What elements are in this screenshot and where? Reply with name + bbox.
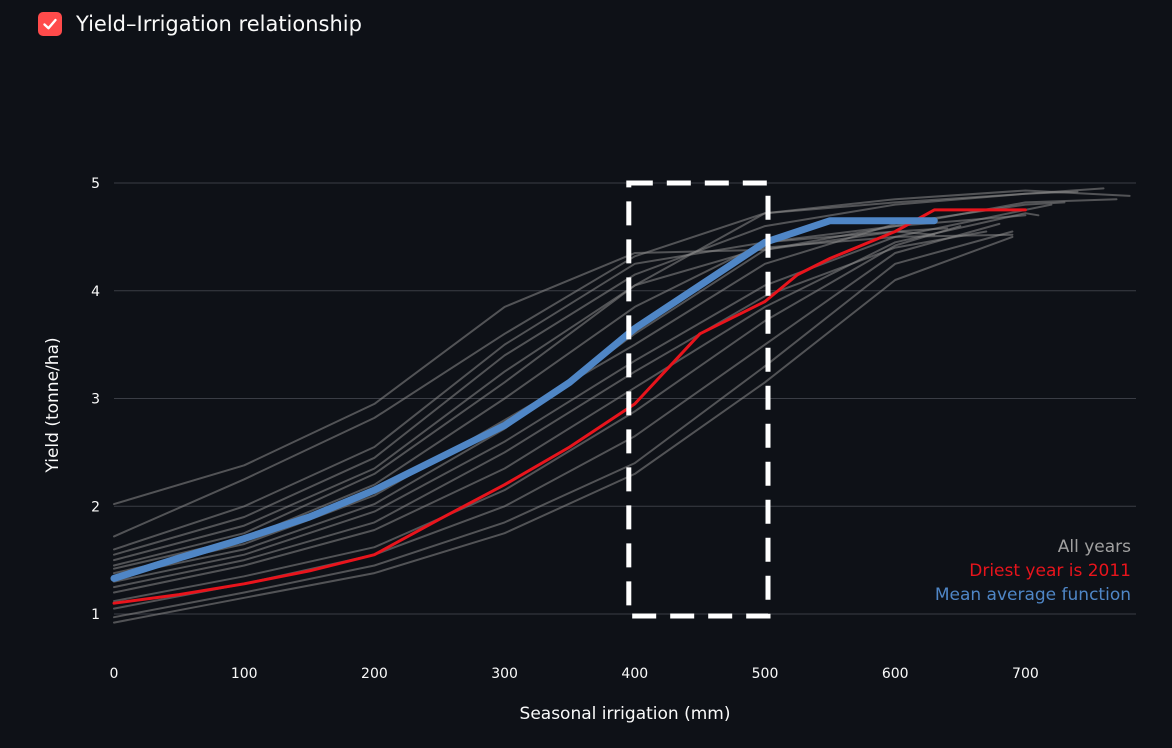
x-tick-label: 400 <box>621 666 648 682</box>
legend-entry: Driest year is 2011 <box>969 561 1131 581</box>
y-tick-label: 5 <box>91 176 100 192</box>
x-tick-label: 300 <box>491 666 518 682</box>
all-years-line <box>113 225 962 603</box>
y-axis-label: Yield (tonne/ha) <box>43 337 63 473</box>
x-tick-label: 0 <box>110 666 119 682</box>
x-tick-label: 100 <box>231 666 258 682</box>
y-tick-label: 4 <box>91 284 100 300</box>
all-years-line <box>113 187 1105 556</box>
legend-entry: All years <box>1058 537 1131 557</box>
y-tick-label: 2 <box>91 499 100 515</box>
driest-year-line <box>112 208 1027 605</box>
x-tick-label: 700 <box>1012 666 1039 682</box>
checkbox-checked-icon[interactable] <box>38 12 62 36</box>
all-years-line <box>113 227 949 578</box>
x-axis-label: Seasonal irrigation (mm) <box>520 704 731 724</box>
checkbox-label: Yield–Irrigation relationship <box>76 12 362 36</box>
all-years-line <box>113 203 1053 583</box>
all-years-line <box>113 214 1027 551</box>
all-years-line <box>113 201 1066 575</box>
all-years-line <box>113 230 988 589</box>
x-tick-label: 200 <box>361 666 388 682</box>
all-years-line <box>113 212 1040 594</box>
y-tick-label: 1 <box>91 607 100 623</box>
mean-average-line <box>110 217 938 582</box>
all-years-line <box>113 235 1014 624</box>
all-years-line <box>113 233 1014 562</box>
legend-entry: Mean average function <box>935 585 1131 605</box>
checkmark-icon <box>43 18 57 30</box>
x-tick-label: 500 <box>752 666 779 682</box>
yield-irrigation-checkbox-row[interactable]: Yield–Irrigation relationship <box>38 12 362 36</box>
all-years-line <box>113 189 1131 538</box>
y-tick-label: 3 <box>91 392 100 408</box>
x-tick-label: 600 <box>882 666 909 682</box>
all-years-line <box>113 222 1001 610</box>
highlight-box <box>626 180 771 619</box>
all-years-line <box>113 230 1014 619</box>
